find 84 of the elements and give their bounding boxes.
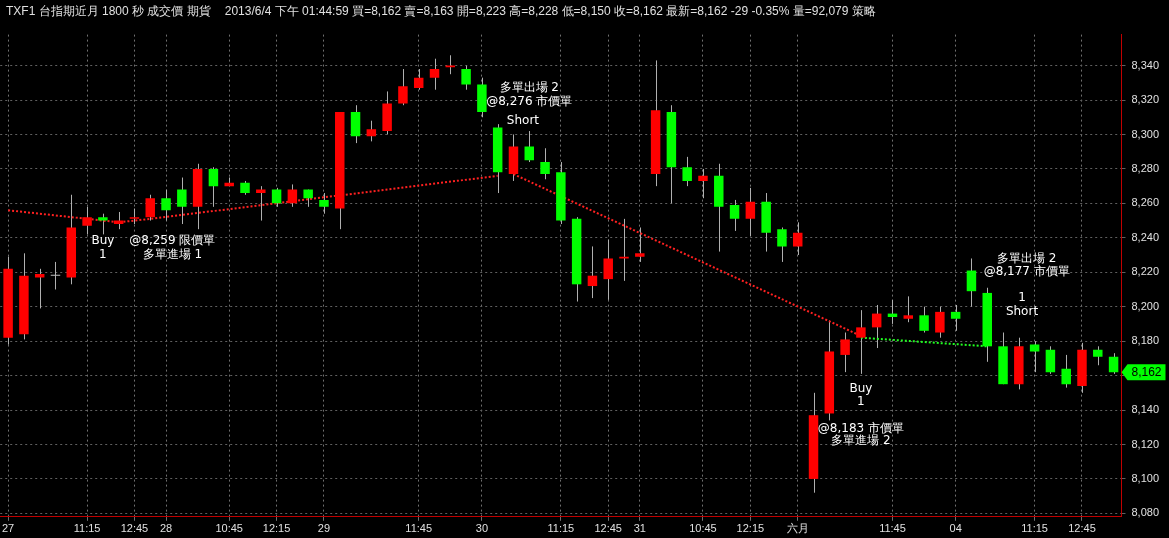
y-tick-label: 8,180 [1131, 334, 1159, 347]
chart-title: TXF1 台指期近月 1800 秒 成交價 期貨 [6, 4, 211, 18]
candlestick [398, 68, 408, 106]
candlestick [461, 65, 471, 91]
candlestick [698, 168, 708, 199]
candlestick [540, 147, 550, 180]
x-tick-label: 30 [475, 522, 489, 535]
y-tick-label: 8,200 [1131, 299, 1159, 312]
annotation: @8,177 市價單 [983, 263, 1070, 278]
candlestick [429, 58, 440, 91]
candlestick [177, 177, 187, 225]
y-tick-label: 8,320 [1131, 93, 1159, 106]
candlestick [935, 306, 945, 339]
candlestick [856, 309, 866, 375]
candlestick [161, 189, 171, 222]
candlestick [145, 194, 155, 222]
annotation: Short [506, 112, 540, 127]
annotation: @8,259 限價單 [129, 233, 216, 248]
x-tick-label: 11:15 [1021, 522, 1048, 535]
x-tick-label: 11:45 [879, 522, 906, 535]
candlestick [1093, 345, 1103, 366]
candlestick [635, 226, 645, 263]
candlestick [1061, 354, 1071, 389]
candlestick [366, 120, 377, 142]
annotation: Buy [91, 233, 115, 248]
candlestick [682, 156, 692, 187]
candlestick [777, 226, 787, 263]
y-tick-label: 8,240 [1131, 230, 1159, 243]
annotation: 1 [99, 247, 107, 262]
y-tick-label: 8,280 [1131, 161, 1159, 174]
y-tick-label: 8,080 [1131, 506, 1159, 519]
candlestick [903, 295, 914, 323]
y-tick-label: 8,300 [1131, 127, 1159, 140]
candlestick [1045, 345, 1056, 375]
candlestick [603, 239, 613, 301]
x-tick-label: 28 [159, 522, 173, 535]
annotation: 多單出場 2 [499, 80, 559, 95]
candlestick [587, 245, 598, 299]
candlestick [950, 304, 961, 332]
annotation: @8,276 市價單 [486, 93, 573, 108]
candlestick [50, 261, 61, 290]
x-tick-label: 29 [317, 522, 331, 535]
x-tick-label: 10:45 [215, 522, 243, 535]
x-tick-label: 10:45 [689, 522, 717, 535]
text: 8,162 [1131, 365, 1162, 380]
annotation: 1 [857, 393, 865, 408]
y-tick-label: 8,120 [1131, 437, 1159, 450]
candlestick [98, 213, 108, 235]
annotation: Buy [849, 381, 873, 396]
x-tick-label: 04 [949, 522, 962, 535]
y-tick-label: 8,100 [1131, 471, 1159, 484]
candlestick [840, 332, 850, 373]
chart-subtitle: 2013/6/4 下午 01:44:59 買=8,162 賣=8,163 開=8,223 高=8,228 低=8,150 收=8,162 最新=8,162 -29 -0.35% 量=92,079 策略 [224, 4, 876, 18]
y-tick-label: 8,260 [1131, 196, 1159, 209]
y-tick-label: 8,340 [1131, 58, 1159, 71]
x-tick-label: 12:15 [262, 522, 291, 535]
x-tick-label: 六月 [786, 522, 809, 535]
candlestick [256, 185, 266, 222]
x-tick-label: 12:45 [120, 522, 149, 535]
x-tick-label: 31 [633, 522, 646, 535]
y-tick-label: 8,140 [1131, 403, 1159, 416]
annotation: Short [1005, 303, 1039, 318]
x-tick-label: 27 [1, 522, 15, 535]
candlestick [319, 192, 329, 215]
line-series [7, 174, 499, 224]
annotation: 1 [1018, 290, 1026, 305]
candlestick [919, 306, 929, 334]
x-tick-label: 12:45 [594, 522, 622, 535]
candlestick [413, 68, 424, 91]
candlestick [208, 166, 219, 208]
candlestick [966, 257, 977, 308]
x-tick-label: 11:15 [73, 522, 101, 535]
x-tick-label: 12:15 [736, 522, 765, 535]
annotation: 多單進場 1 [142, 247, 203, 262]
candlestick [1108, 352, 1119, 375]
x-tick-label: 11:45 [405, 522, 433, 535]
x-tick-label: 12:45 [1068, 522, 1096, 535]
annotation: 多單進場 2 [831, 433, 891, 448]
y-tick-label: 8,220 [1131, 265, 1159, 278]
candlestick [745, 187, 756, 237]
candlestick [729, 199, 740, 232]
annotation: 多單出場 2 [996, 250, 1057, 265]
x-tick-label: 11:15 [547, 522, 575, 535]
candlestick [82, 206, 92, 235]
